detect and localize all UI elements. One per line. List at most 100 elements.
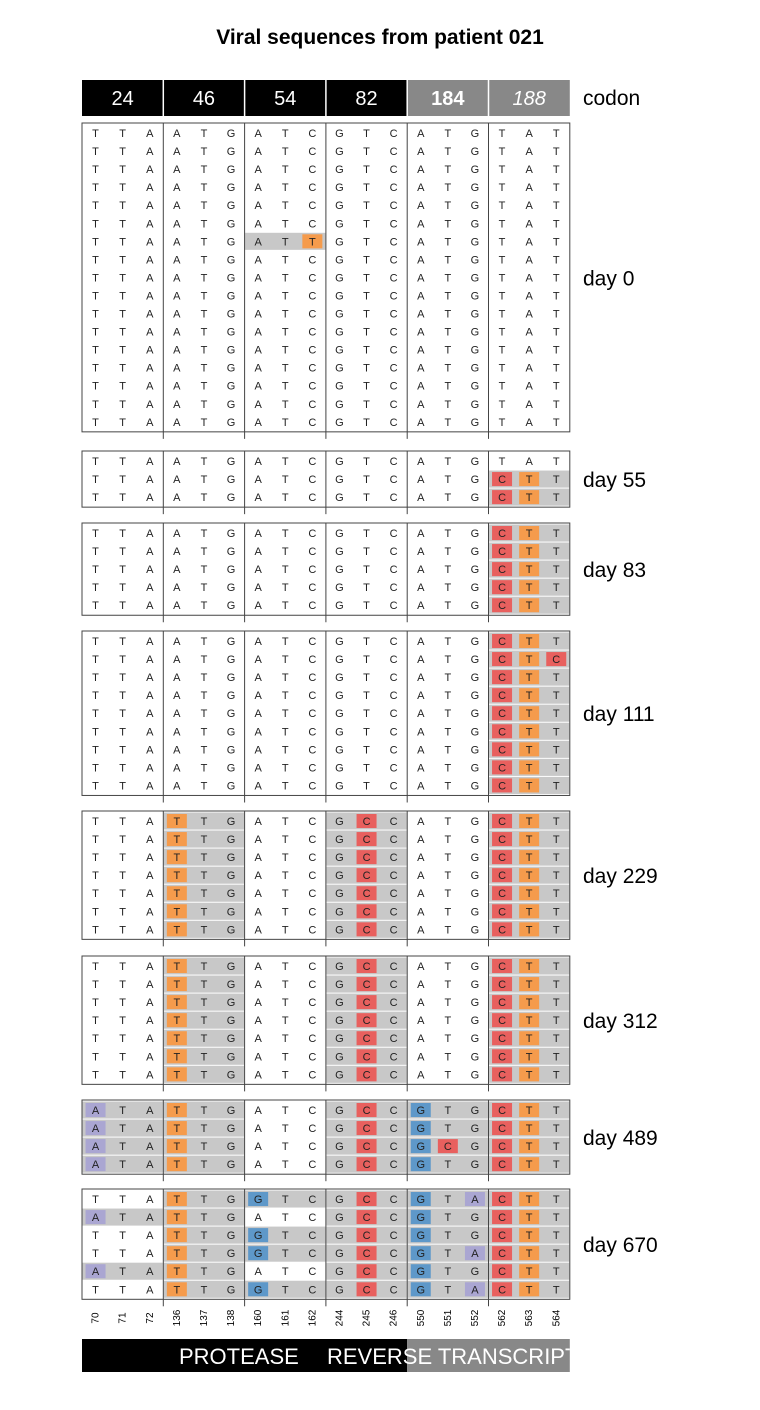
codon-header-label: 24 bbox=[112, 88, 134, 110]
nucleotide: A bbox=[417, 492, 425, 504]
nucleotide: T bbox=[553, 636, 560, 648]
nucleotide: A bbox=[254, 363, 262, 375]
substitution-highlight bbox=[302, 234, 323, 249]
nucleotide: C bbox=[498, 1051, 506, 1063]
substitution-highlight bbox=[356, 1139, 377, 1154]
nucleotide: T bbox=[173, 816, 180, 828]
nucleotide: A bbox=[146, 182, 154, 194]
nucleotide: T bbox=[282, 834, 289, 846]
substitution-highlight bbox=[166, 868, 187, 883]
nucleotide: T bbox=[444, 309, 451, 321]
nucleotide: G bbox=[227, 780, 236, 792]
nucleotide: C bbox=[363, 979, 371, 991]
nucleotide: T bbox=[444, 1105, 451, 1117]
nucleotide: T bbox=[92, 236, 99, 248]
nucleotide: C bbox=[390, 600, 398, 612]
timepoint-label: day 312 bbox=[583, 1010, 658, 1033]
nucleotide: C bbox=[390, 1194, 398, 1206]
nucleotide: A bbox=[146, 272, 154, 284]
nucleotide: G bbox=[227, 399, 236, 411]
nucleotide: G bbox=[335, 1212, 344, 1224]
nucleotide: A bbox=[146, 399, 154, 411]
nucleotide: T bbox=[201, 1159, 208, 1171]
nucleotide: T bbox=[526, 1159, 533, 1171]
nucleotide: C bbox=[390, 309, 398, 321]
nucleotide: T bbox=[526, 672, 533, 684]
timepoint-label: day 83 bbox=[583, 559, 646, 582]
nucleotide: G bbox=[335, 726, 344, 738]
nucleotide: A bbox=[146, 1015, 154, 1027]
nucleotide: T bbox=[309, 236, 316, 248]
timepoint-label: day 489 bbox=[583, 1127, 658, 1150]
nucleotide: G bbox=[227, 417, 236, 429]
nucleotide: A bbox=[417, 164, 425, 176]
nucleotide: C bbox=[498, 979, 506, 991]
nucleotide: C bbox=[308, 1284, 316, 1296]
nucleotide: T bbox=[92, 708, 99, 720]
nucleotide: T bbox=[444, 961, 451, 973]
nucleotide: T bbox=[282, 146, 289, 158]
nucleotide: C bbox=[308, 744, 316, 756]
nucleotide: T bbox=[92, 780, 99, 792]
nucleotide: T bbox=[119, 762, 126, 774]
nucleotide: A bbox=[417, 924, 425, 936]
nucleotide: T bbox=[173, 961, 180, 973]
substitution-highlight bbox=[519, 1049, 540, 1064]
nucleotide: T bbox=[119, 744, 126, 756]
nucleotide: T bbox=[92, 654, 99, 666]
substitution-highlight bbox=[492, 1121, 513, 1136]
nucleotide: T bbox=[119, 345, 126, 357]
nucleotide: T bbox=[553, 182, 560, 194]
nucleotide: T bbox=[201, 906, 208, 918]
substitution-highlight bbox=[410, 1246, 431, 1261]
substitution-highlight bbox=[492, 1031, 513, 1046]
nucleotide: A bbox=[146, 218, 154, 230]
nucleotide: T bbox=[553, 1015, 560, 1027]
nucleotide: T bbox=[444, 146, 451, 158]
nucleotide: C bbox=[363, 924, 371, 936]
nucleotide: G bbox=[471, 528, 480, 540]
nucleotide: G bbox=[227, 672, 236, 684]
nucleotide: G bbox=[471, 888, 480, 900]
nucleotide: T bbox=[363, 182, 370, 194]
nucleotide: T bbox=[92, 309, 99, 321]
nucleotide: A bbox=[417, 309, 425, 321]
nucleotide: A bbox=[146, 309, 154, 321]
nucleotide: G bbox=[227, 708, 236, 720]
nucleotide: A bbox=[146, 254, 154, 266]
nucleotide: G bbox=[227, 146, 236, 158]
nucleotide: A bbox=[146, 456, 154, 468]
nucleotide: T bbox=[119, 1123, 126, 1135]
nucleotide: T bbox=[444, 708, 451, 720]
nucleotide: G bbox=[227, 1284, 236, 1296]
nucleotide: G bbox=[471, 906, 480, 918]
nucleotide: G bbox=[471, 780, 480, 792]
substitution-highlight bbox=[410, 1103, 431, 1118]
substitution-highlight bbox=[492, 742, 513, 757]
nucleotide: T bbox=[119, 327, 126, 339]
nucleotide: G bbox=[335, 906, 344, 918]
nucleotide: T bbox=[553, 1212, 560, 1224]
nucleotide: G bbox=[335, 1105, 344, 1117]
nucleotide: C bbox=[308, 1123, 316, 1135]
nucleotide: A bbox=[417, 600, 425, 612]
nucleotide: T bbox=[526, 1015, 533, 1027]
nucleotide: C bbox=[308, 182, 316, 194]
nucleotide: T bbox=[119, 236, 126, 248]
nucleotide: A bbox=[417, 327, 425, 339]
nucleotide: T bbox=[363, 417, 370, 429]
nucleotide: T bbox=[363, 218, 370, 230]
nucleotide: A bbox=[417, 546, 425, 558]
nucleotide: T bbox=[553, 997, 560, 1009]
nucleotide: A bbox=[92, 1159, 100, 1171]
nucleotide: G bbox=[335, 564, 344, 576]
nucleotide: A bbox=[254, 834, 262, 846]
nucleotide: T bbox=[363, 345, 370, 357]
nucleotide: A bbox=[146, 492, 154, 504]
substitution-highlight bbox=[248, 1246, 269, 1261]
nucleotide: G bbox=[416, 1284, 425, 1296]
nucleotide: G bbox=[227, 744, 236, 756]
substitution-highlight bbox=[492, 706, 513, 721]
